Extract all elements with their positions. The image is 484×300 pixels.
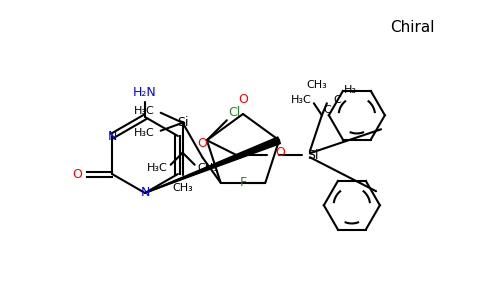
Text: H₂N: H₂N bbox=[133, 86, 157, 99]
Text: C: C bbox=[324, 105, 332, 115]
Text: O: O bbox=[72, 167, 82, 181]
Text: H₃C: H₃C bbox=[134, 128, 155, 138]
Text: C: C bbox=[334, 95, 342, 105]
Text: O: O bbox=[238, 93, 248, 106]
Text: N: N bbox=[107, 130, 117, 142]
Text: Si: Si bbox=[307, 149, 318, 162]
Text: Si: Si bbox=[177, 116, 188, 129]
Text: H₃: H₃ bbox=[344, 85, 357, 95]
Text: N: N bbox=[140, 187, 150, 200]
Text: H₃C: H₃C bbox=[134, 106, 155, 116]
Text: F: F bbox=[240, 176, 247, 189]
Text: Chiral: Chiral bbox=[390, 20, 435, 35]
Text: H₃C: H₃C bbox=[291, 95, 312, 105]
Text: Cl: Cl bbox=[229, 106, 241, 119]
Text: CH₃: CH₃ bbox=[197, 163, 218, 173]
Text: H₃C: H₃C bbox=[147, 163, 167, 173]
Text: CH₃: CH₃ bbox=[306, 80, 327, 90]
Text: O: O bbox=[275, 146, 285, 159]
Text: O: O bbox=[198, 137, 208, 150]
Text: CH₃: CH₃ bbox=[172, 183, 193, 193]
Polygon shape bbox=[145, 137, 280, 193]
